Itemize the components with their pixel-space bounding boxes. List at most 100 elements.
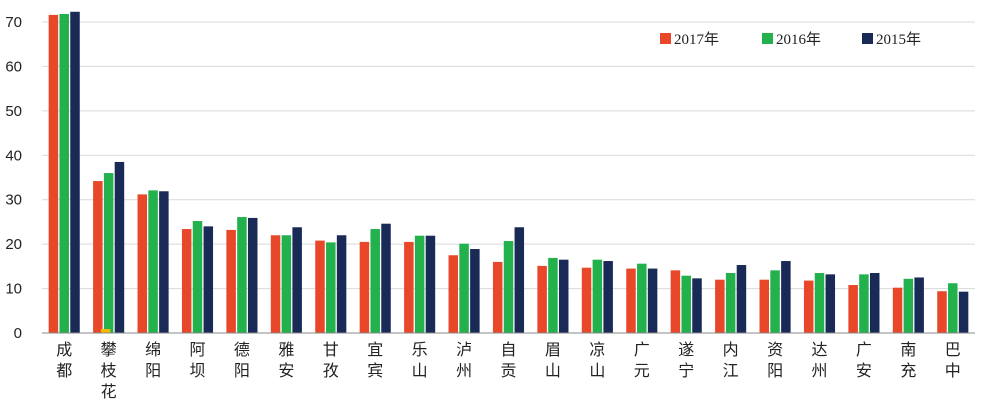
bar-达州-2015年 xyxy=(825,274,836,333)
bar-绵阳-2015年 xyxy=(159,191,169,333)
x-tick-label: 资阳 xyxy=(767,340,783,380)
bar-广安-2017年 xyxy=(848,285,858,333)
x-tick-label: 广元 xyxy=(634,340,650,380)
bar-眉山-2016年 xyxy=(548,257,558,333)
bar-宜宾-2017年 xyxy=(359,241,370,333)
bar-资阳-2015年 xyxy=(781,261,791,333)
x-tick-label: 甘孜 xyxy=(323,340,339,380)
bar-遂宁-2017年 xyxy=(670,270,681,333)
bar-遂宁-2015年 xyxy=(692,278,702,333)
x-tick-label: 泸州 xyxy=(456,340,472,380)
x-tick-label: 成都 xyxy=(56,340,72,380)
bar-巴中-2015年 xyxy=(958,291,969,333)
bar-甘孜-2017年 xyxy=(315,240,325,333)
bar-甘孜-2015年 xyxy=(336,235,347,333)
legend-label: 2015年 xyxy=(876,31,921,48)
bar-乐山-2016年 xyxy=(414,235,425,333)
x-tick-label: 攀枝花 xyxy=(101,340,117,401)
x-tick-label: 宜宾 xyxy=(367,340,383,380)
bar-攀枝花-2017年 xyxy=(93,181,103,333)
bar-广安-2016年 xyxy=(859,274,869,333)
bar-内江-2016年 xyxy=(725,273,736,333)
legend-label: 2016年 xyxy=(776,31,821,48)
bar-成都-2016年 xyxy=(59,14,69,333)
bar-甘孜-2016年 xyxy=(326,242,336,333)
bar-自贡-2015年 xyxy=(514,227,525,333)
bar-巴中-2017年 xyxy=(937,291,947,333)
bar-资阳-2016年 xyxy=(770,270,780,333)
bar-广元-2015年 xyxy=(647,268,658,333)
bar-凉山-2015年 xyxy=(603,261,613,333)
bar-extra-攀枝花 xyxy=(100,329,111,333)
bar-攀枝花-2016年 xyxy=(103,173,114,333)
bar-南充-2015年 xyxy=(914,277,924,333)
y-tick-label: 30 xyxy=(5,192,22,209)
bar-阿坝-2016年 xyxy=(192,221,203,333)
bar-自贡-2016年 xyxy=(503,241,514,333)
bar-宜宾-2016年 xyxy=(370,229,380,333)
bar-乐山-2015年 xyxy=(425,235,436,333)
bar-德阳-2016年 xyxy=(237,217,247,333)
bar-泸州-2017年 xyxy=(448,255,459,333)
bar-凉山-2016年 xyxy=(592,259,603,333)
x-tick-label: 广安 xyxy=(856,340,872,380)
bar-眉山-2015年 xyxy=(558,259,569,333)
bar-泸州-2016年 xyxy=(459,243,469,333)
bar-广元-2017年 xyxy=(626,268,636,333)
bar-攀枝花-2015年 xyxy=(114,161,125,333)
y-tick-label: 60 xyxy=(5,58,22,75)
x-tick-label: 达州 xyxy=(811,340,827,380)
bar-绵阳-2017年 xyxy=(137,194,148,333)
bar-泸州-2015年 xyxy=(470,249,480,333)
x-tick-label: 德阳 xyxy=(234,340,250,380)
bar-凉山-2017年 xyxy=(581,267,592,333)
y-axis: 0 10 20 30 40 50 60 70 xyxy=(5,14,22,342)
bar-南充-2016年 xyxy=(903,278,914,333)
x-axis: 成都 攀枝花 绵阳阿坝德阳雅安甘孜宜宾乐山泸州自贡眉山凉山广元遂宁内江资阳达州广安南… xyxy=(56,340,961,401)
bar-遂宁-2016年 xyxy=(681,275,691,333)
bar-成都-2015年 xyxy=(70,11,80,333)
x-tick-label: 自贡 xyxy=(500,340,516,380)
bar-达州-2017年 xyxy=(803,280,814,333)
bar-雅安-2017年 xyxy=(270,235,281,333)
bar-达州-2016年 xyxy=(814,273,825,333)
y-tick-label: 20 xyxy=(5,236,22,253)
bar-内江-2017年 xyxy=(715,279,725,333)
bar-广安-2015年 xyxy=(869,273,880,333)
x-tick-label: 绵阳 xyxy=(145,340,161,380)
y-tick-label: 70 xyxy=(5,14,22,31)
x-tick-label: 凉山 xyxy=(589,340,605,380)
y-tick-label: 10 xyxy=(5,281,22,298)
bar-绵阳-2016年 xyxy=(148,190,158,333)
bar-德阳-2017年 xyxy=(226,229,236,333)
bar-自贡-2017年 xyxy=(492,261,503,333)
bar-成都-2017年 xyxy=(48,14,59,334)
bar-阿坝-2015年 xyxy=(203,226,214,333)
bar-雅安-2015年 xyxy=(292,227,302,333)
y-tick-label: 40 xyxy=(5,147,22,164)
bar-阿坝-2017年 xyxy=(181,229,192,333)
x-tick-label: 乐山 xyxy=(412,340,428,380)
bar-巴中-2016年 xyxy=(948,283,958,333)
bar-南充-2017年 xyxy=(892,287,903,333)
bar-眉山-2017年 xyxy=(537,265,547,333)
bar-资阳-2017年 xyxy=(759,279,770,333)
bar-宜宾-2015年 xyxy=(381,223,391,333)
legend-swatch-2016年 xyxy=(762,33,773,44)
bar-广元-2016年 xyxy=(637,263,647,333)
bar-雅安-2016年 xyxy=(281,235,292,333)
bar-内江-2015年 xyxy=(736,265,747,333)
bars xyxy=(48,11,969,334)
bar-德阳-2015年 xyxy=(247,217,258,333)
legend-swatch-2015年 xyxy=(862,33,873,44)
x-tick-label: 阿坝 xyxy=(189,340,205,380)
y-tick-label: 50 xyxy=(5,103,22,120)
x-tick-label: 雅安 xyxy=(278,340,294,380)
x-tick-label: 南充 xyxy=(900,340,916,380)
legend: 2017年 2016年 2015年 xyxy=(660,31,921,48)
x-tick-label: 眉山 xyxy=(545,340,561,380)
y-tick-label: 0 xyxy=(14,325,22,342)
bar-乐山-2017年 xyxy=(404,241,414,333)
legend-label: 2017年 xyxy=(674,31,719,48)
